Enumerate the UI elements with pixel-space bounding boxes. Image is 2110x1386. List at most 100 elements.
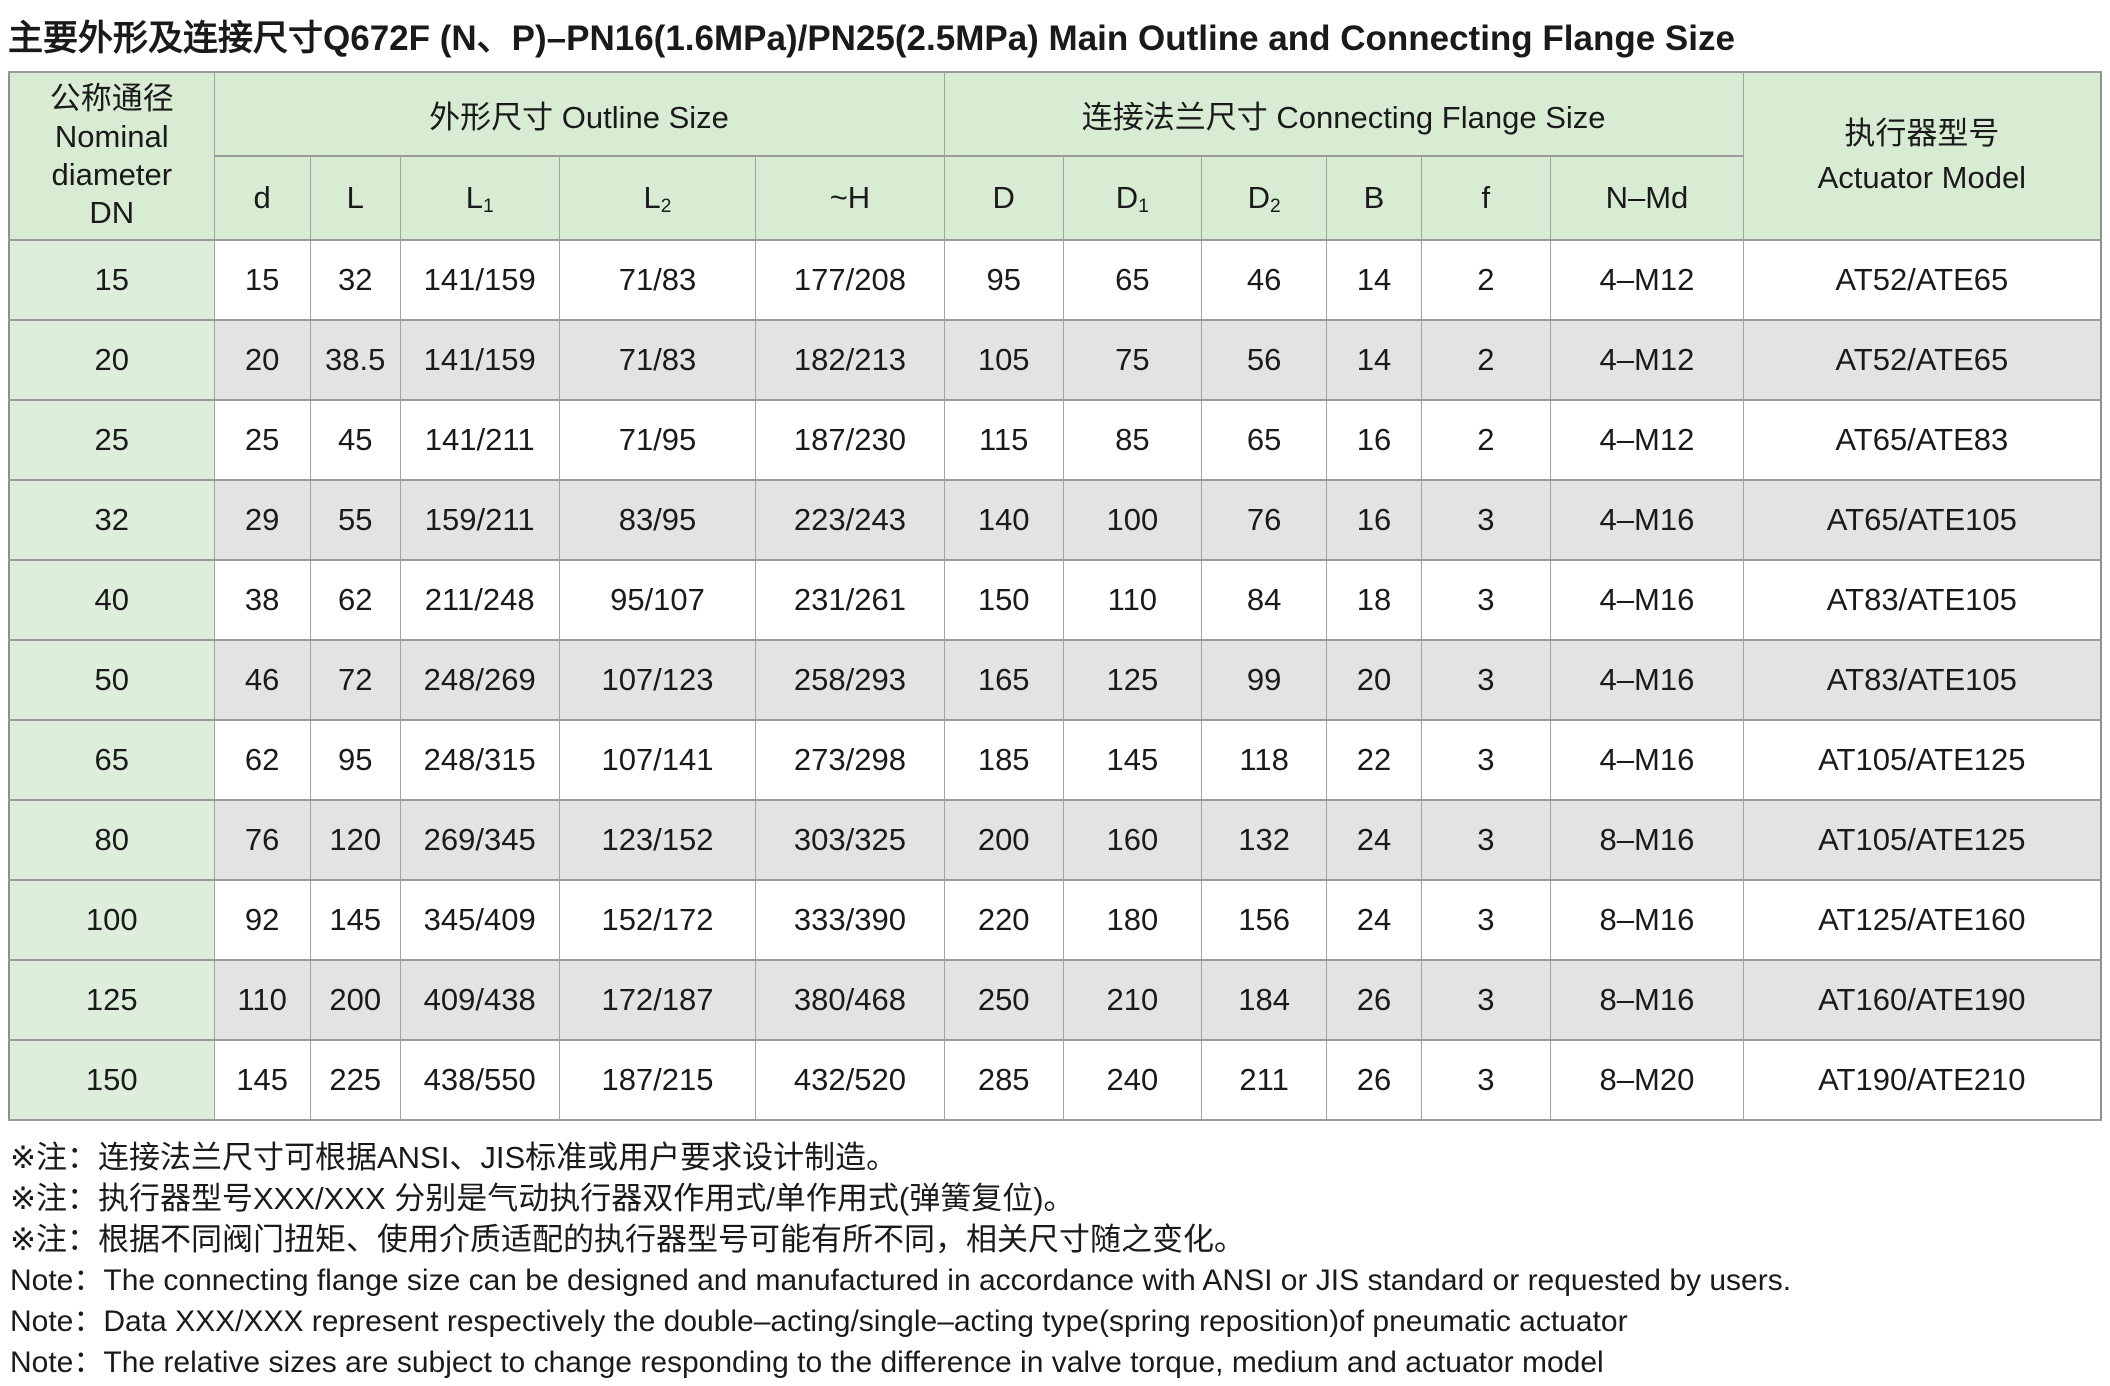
value-cell: 145 [213, 1039, 311, 1121]
value-cell: 152/172 [558, 879, 757, 961]
dn-header-line-en2: diameter [51, 157, 173, 192]
value-cell: 159/211 [399, 479, 560, 561]
actuator-header-line-en: Actuator Model [1817, 160, 2027, 195]
table-row: 80 76 120 269/345 123/152 303/325 200 160 132 24 3… [8, 799, 2102, 881]
table-header: 公称通径 Nominal diameter DN 外形尺寸 Outline Si… [8, 71, 2102, 241]
actuator-cell: AT83/ATE105 [1742, 559, 2102, 641]
value-cell: 95 [943, 239, 1064, 321]
value-cell: 303/325 [755, 799, 945, 881]
value-cell: 182/213 [755, 319, 945, 401]
dimension-table: 公称通径 Nominal diameter DN 外形尺寸 Outline Si… [8, 71, 2102, 1121]
dn-cell: 65 [8, 719, 215, 801]
value-cell: 18 [1326, 559, 1422, 641]
value-cell: 95/107 [558, 559, 757, 641]
value-cell: 46 [1200, 239, 1328, 321]
value-cell: 3 [1420, 639, 1552, 721]
col-header-d: d [213, 155, 311, 241]
table-row: 65 62 95 248/315 107/141 273/298 185 145 118 22 3 4… [8, 719, 2102, 801]
dn-cell: 15 [8, 239, 215, 321]
col-header-f: f [1420, 155, 1552, 241]
value-cell: 200 [943, 799, 1064, 881]
note-zh-1: ※注：连接法兰尺寸可根据ANSI、JIS标准或用户要求设计制造。 [10, 1140, 898, 1175]
value-cell: 38 [213, 559, 311, 641]
value-cell: 180 [1062, 879, 1202, 961]
dn-column-header: 公称通径 Nominal diameter DN [8, 71, 215, 241]
value-cell: 225 [309, 1039, 401, 1121]
value-cell: 105 [943, 319, 1064, 401]
dn-header-line-zh: 公称通径 [49, 81, 174, 116]
dn-cell: 25 [8, 399, 215, 481]
actuator-cell: AT125/ATE160 [1742, 879, 2102, 961]
connecting-flange-group-header: 连接法兰尺寸 Connecting Flange Size [943, 71, 1744, 157]
value-cell: 4–M16 [1550, 719, 1744, 801]
value-cell: 84 [1200, 559, 1328, 641]
dn-cell: 100 [8, 879, 215, 961]
value-cell: 160 [1062, 799, 1202, 881]
value-cell: 14 [1326, 239, 1422, 321]
value-cell: 4–M16 [1550, 639, 1744, 721]
value-cell: 156 [1200, 879, 1328, 961]
value-cell: 4–M16 [1550, 559, 1744, 641]
value-cell: 15 [213, 239, 311, 321]
value-cell: 24 [1326, 879, 1422, 961]
value-cell: 345/409 [399, 879, 560, 961]
dn-header-line-en3: DN [89, 195, 135, 230]
value-cell: 75 [1062, 319, 1202, 401]
dn-cell: 150 [8, 1039, 215, 1121]
value-cell: 184 [1200, 959, 1328, 1041]
value-cell: 285 [943, 1039, 1064, 1121]
value-cell: 2 [1420, 399, 1552, 481]
value-cell: 211 [1200, 1039, 1328, 1121]
value-cell: 210 [1062, 959, 1202, 1041]
value-cell: 240 [1062, 1039, 1202, 1121]
value-cell: 4–M12 [1550, 239, 1744, 321]
value-cell: 141/159 [399, 239, 560, 321]
value-cell: 99 [1200, 639, 1328, 721]
value-cell: 140 [943, 479, 1064, 561]
actuator-cell: AT65/ATE83 [1742, 399, 2102, 481]
actuator-cell: AT83/ATE105 [1742, 639, 2102, 721]
value-cell: 83/95 [558, 479, 757, 561]
table-row: 32 29 55 159/211 83/95 223/243 140 100 76 16 3 4–M1… [8, 479, 2102, 561]
value-cell: 20 [213, 319, 311, 401]
value-cell: 172/187 [558, 959, 757, 1041]
value-cell: 4–M12 [1550, 319, 1744, 401]
value-cell: 187/215 [558, 1039, 757, 1121]
value-cell: 110 [1062, 559, 1202, 641]
table-row: 40 38 62 211/248 95/107 231/261 150 110 84 18 3 4–M… [8, 559, 2102, 641]
table-row: 25 25 45 141/211 71/95 187/230 115 85 65 16 2 4–M12… [8, 399, 2102, 481]
actuator-cell: AT105/ATE125 [1742, 719, 2102, 801]
dn-cell: 50 [8, 639, 215, 721]
value-cell: 200 [309, 959, 401, 1041]
value-cell: 26 [1326, 1039, 1422, 1121]
table-row: 15 15 32 141/159 71/83 177/208 95 65 46 14 2 4–M12 A… [8, 239, 2102, 321]
value-cell: 100 [1062, 479, 1202, 561]
value-cell: 248/315 [399, 719, 560, 801]
value-cell: 20 [1326, 639, 1422, 721]
value-cell: 132 [1200, 799, 1328, 881]
value-cell: 145 [1062, 719, 1202, 801]
note-zh-2: ※注：执行器型号XXX/XXX 分别是气动执行器双作用式/单作用式(弹簧复位)。 [10, 1181, 1075, 1216]
value-cell: 95 [309, 719, 401, 801]
note-zh-3: ※注：根据不同阀门扭矩、使用介质适配的执行器型号可能有所不同，相关尺寸随之变化。 [10, 1222, 1245, 1257]
value-cell: 62 [309, 559, 401, 641]
value-cell: 258/293 [755, 639, 945, 721]
value-cell: 3 [1420, 479, 1552, 561]
dn-cell: 125 [8, 959, 215, 1041]
value-cell: 432/520 [755, 1039, 945, 1121]
value-cell: 107/123 [558, 639, 757, 721]
value-cell: 85 [1062, 399, 1202, 481]
value-cell: 231/261 [755, 559, 945, 641]
value-cell: 3 [1420, 559, 1552, 641]
value-cell: 72 [309, 639, 401, 721]
note-en-2: Note：Data XXX/XXX represent respectively… [10, 1305, 1628, 1338]
value-cell: 177/208 [755, 239, 945, 321]
value-cell: 248/269 [399, 639, 560, 721]
value-cell: 45 [309, 399, 401, 481]
value-cell: 29 [213, 479, 311, 561]
value-cell: 120 [309, 799, 401, 881]
table-row: 20 20 38.5 141/159 71/83 182/213 105 75 56 14 2 4–M… [8, 319, 2102, 401]
value-cell: 211/248 [399, 559, 560, 641]
value-cell: 32 [309, 239, 401, 321]
value-cell: 25 [213, 399, 311, 481]
